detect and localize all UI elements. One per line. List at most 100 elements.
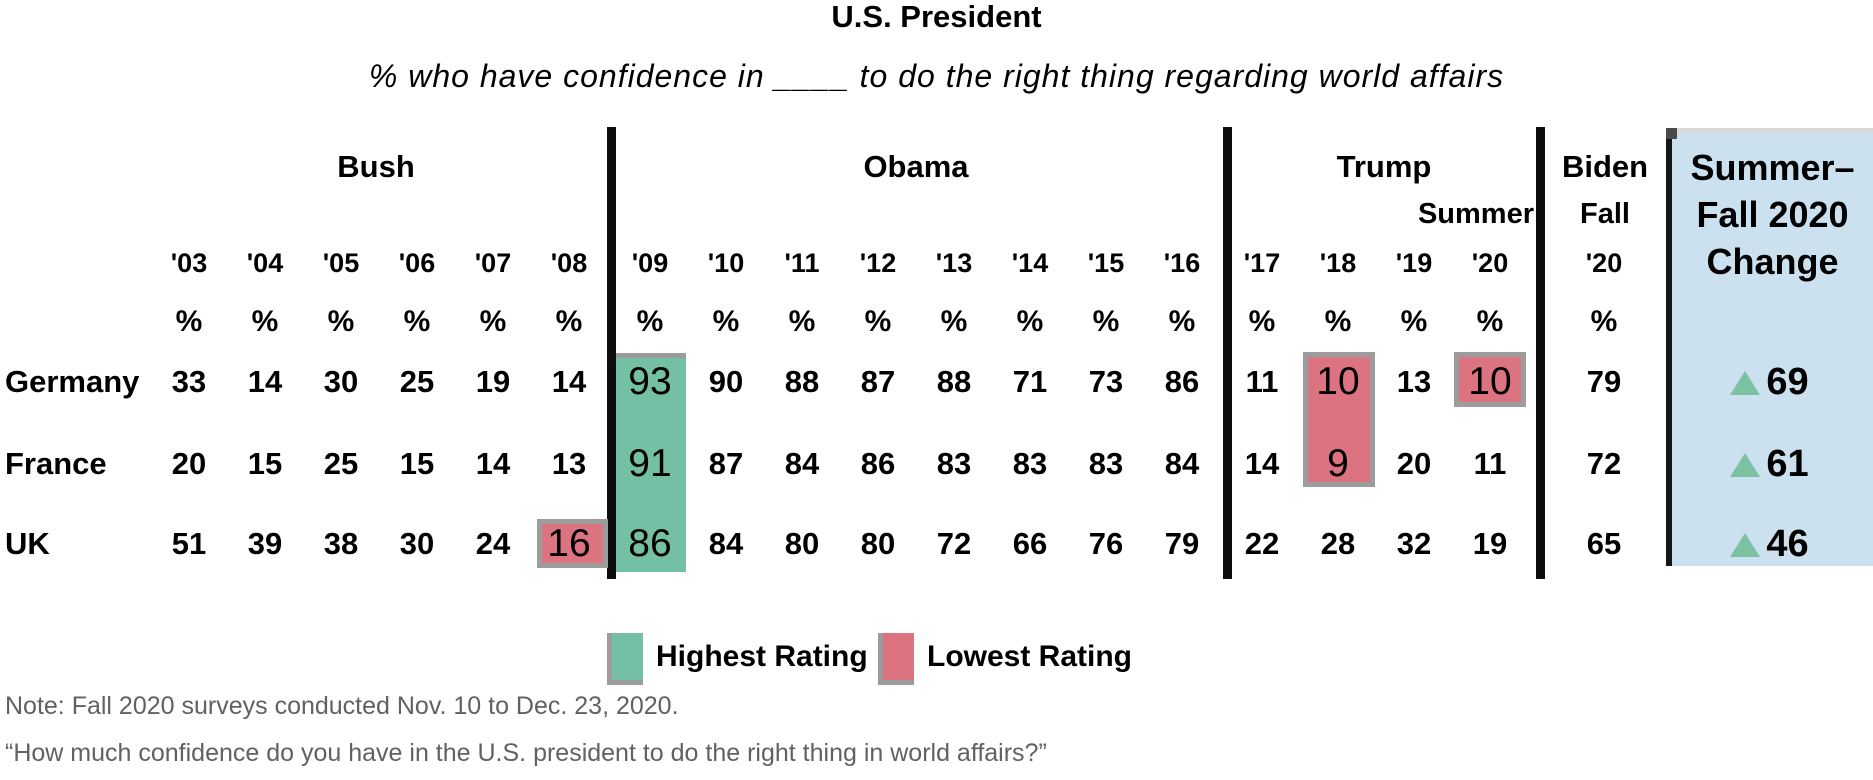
percent-sign: %: [327, 305, 355, 338]
percent-sign: %: [1476, 305, 1504, 338]
year-labels-row: '17 '18 '19 '20: [1224, 246, 1528, 280]
data-cell: 83: [1012, 446, 1048, 481]
year-label: '19: [1395, 247, 1433, 278]
increase-triangle-icon: [1730, 453, 1761, 477]
data-cell: 15: [247, 446, 283, 481]
year-label: '08: [550, 247, 588, 278]
change-value: 46: [1766, 522, 1809, 565]
percent-sign: %: [712, 305, 740, 338]
percent-sign: %: [403, 305, 431, 338]
data-cell: 30: [399, 526, 435, 561]
data-cell: 72: [1586, 446, 1622, 481]
data-cell: 72: [936, 526, 972, 561]
note-line: Note: Fall 2020 surveys conducted Nov. 1…: [5, 692, 679, 720]
data-cell: 33: [171, 364, 207, 399]
year-labels-row: '03 '04 '05 '06 '07 '08: [151, 246, 607, 280]
data-row-france: 14 9 20 11: [1224, 442, 1528, 485]
data-row-uk: 22 28 32 19: [1224, 524, 1528, 564]
year-label: '09: [631, 247, 669, 278]
data-cell-highest: 86: [628, 522, 672, 565]
row-label-france: France: [5, 446, 107, 481]
year-label: '14: [1011, 247, 1049, 278]
data-cell: 80: [860, 526, 896, 561]
subheader-summer: Summer: [1417, 198, 1534, 230]
data-cell: 84: [1164, 446, 1200, 481]
increase-triangle-icon: [1730, 533, 1761, 557]
data-row-germany: 33 14 30 25 19 14: [151, 358, 607, 406]
percent-row: %: [1552, 300, 1656, 344]
year-label: '06: [398, 247, 436, 278]
data-cell: 84: [708, 526, 744, 561]
percent-sign: %: [251, 305, 279, 338]
subheader-fall: Fall: [1580, 198, 1630, 230]
year-label: '11: [784, 247, 820, 278]
percent-sign: %: [1400, 305, 1428, 338]
data-cell: 14: [1244, 446, 1280, 481]
data-cell: 88: [784, 364, 820, 399]
divider-bush-obama: [607, 127, 616, 579]
year-label: '20: [1471, 247, 1509, 278]
year-label: '18: [1319, 247, 1357, 278]
year-label: '20: [1585, 247, 1623, 278]
legend-lowest-label: Lowest Rating: [927, 640, 1133, 673]
data-cell: 39: [247, 526, 283, 561]
change-value: 61: [1766, 442, 1809, 485]
data-cell: 71: [1012, 364, 1048, 399]
data-cell: 83: [936, 446, 972, 481]
year-label: '15: [1087, 247, 1125, 278]
chart-subtitle: % who have confidence in ____ to do the …: [368, 58, 1505, 94]
chart-title: U.S. President: [831, 0, 1042, 34]
percent-sign: %: [1248, 305, 1276, 338]
data-cell: 24: [475, 526, 511, 561]
data-cell: 73: [1088, 364, 1124, 399]
year-label: '13: [935, 247, 973, 278]
group-header-biden: Biden: [1561, 149, 1649, 184]
data-cell: 15: [399, 446, 435, 481]
highlight-highest-cell: [616, 353, 686, 572]
percent-sign: %: [175, 305, 203, 338]
change-value: 69: [1766, 360, 1809, 403]
percent-sign: %: [636, 305, 664, 338]
group-header-bush: Bush: [337, 149, 415, 184]
data-cell: 65: [1586, 526, 1622, 561]
percent-sign: %: [940, 305, 968, 338]
legend-lowest-swatch: [878, 633, 914, 685]
percent-sign: %: [1092, 305, 1120, 338]
year-label: '12: [859, 247, 897, 278]
data-cell: 25: [323, 446, 359, 481]
data-cell: 38: [323, 526, 359, 561]
change-panel-heading: Summer– Fall 2020 Change: [1672, 144, 1873, 285]
data-cell-lowest: 16: [547, 522, 591, 565]
change-heading-line: Summer–: [1690, 147, 1855, 188]
data-cell-lowest: 10: [1316, 360, 1360, 403]
data-cell: 90: [708, 364, 744, 399]
percent-row: % % % %: [1224, 300, 1528, 344]
year-label: '16: [1163, 247, 1201, 278]
divider-trump-biden: [1536, 127, 1545, 579]
percent-sign: %: [864, 305, 892, 338]
percent-sign: %: [555, 305, 583, 338]
percent-sign: %: [1324, 305, 1352, 338]
data-cell-highest: 91: [628, 442, 672, 485]
data-cell: 14: [475, 446, 511, 481]
data-cell: 20: [171, 446, 207, 481]
data-cell: 51: [171, 526, 207, 561]
year-label: '04: [246, 247, 284, 278]
data-row-france: 20 15 25 15 14 13: [151, 444, 607, 484]
highlight-lowest-cell: [1303, 352, 1375, 487]
legend-highest-label: Highest Rating: [656, 640, 868, 673]
highlight-lowest-cell: [1454, 352, 1526, 407]
year-labels-row: '20: [1552, 246, 1656, 280]
data-cell: 28: [1320, 526, 1356, 561]
year-label: '07: [474, 247, 512, 278]
data-cell: 88: [936, 364, 972, 399]
data-cell: 11: [1473, 446, 1507, 481]
data-cell: 32: [1396, 526, 1432, 561]
data-row-germany: 11 10 13 10: [1224, 358, 1528, 406]
legend-highest-swatch: [607, 633, 643, 685]
row-label-germany: Germany: [5, 364, 140, 399]
data-cell: 66: [1012, 526, 1048, 561]
data-cell: 84: [784, 446, 820, 481]
highlight-lowest-cell: [537, 519, 608, 568]
